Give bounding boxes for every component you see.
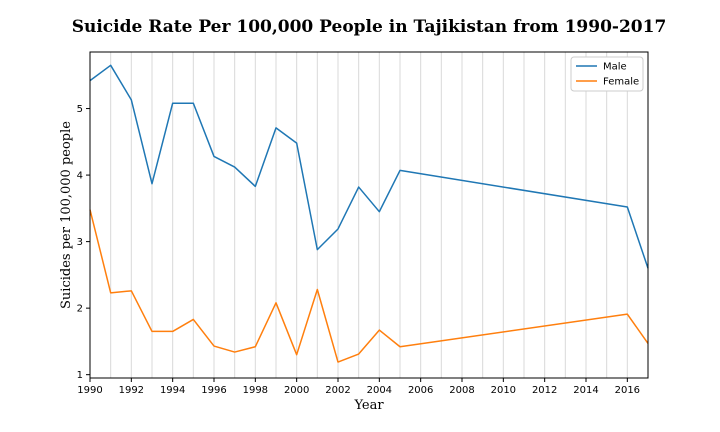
x-tick-label: 2004: [367, 385, 392, 396]
x-axis-ticks: 1990 1992 1994 1996 1998 2000 2002 2004 2006 2008…: [77, 378, 640, 396]
x-tick-label: 1998: [243, 385, 268, 396]
y-axis-label: Suicides per 100,000 people: [59, 121, 74, 309]
legend-label-female: Female: [603, 77, 639, 88]
y-tick-label: 4: [77, 171, 83, 182]
x-tick-label: 2016: [615, 385, 640, 396]
x-tick-label: 1994: [160, 385, 185, 396]
legend: Male Female: [570, 56, 644, 92]
x-axis-label: Year: [353, 398, 384, 413]
legend-label-male: Male: [603, 62, 627, 73]
chart-title: Suicide Rate Per 100,000 People in Tajik…: [72, 17, 667, 37]
x-tick-label: 1992: [119, 385, 144, 396]
x-tick-label: 2012: [532, 385, 557, 396]
y-tick-label: 1: [77, 370, 83, 381]
x-tick-label: 2008: [449, 385, 474, 396]
x-tick-label: 2010: [491, 385, 516, 396]
plot-frame: [89, 51, 649, 379]
grid: [110, 52, 628, 378]
x-tick-label: 2002: [325, 385, 350, 396]
y-axis-ticks: 1 2 3 4 5: [77, 104, 90, 381]
y-tick-label: 2: [77, 304, 83, 315]
y-tick-label: 5: [77, 104, 83, 115]
y-tick-label: 3: [77, 237, 83, 248]
x-tick-label: 2006: [408, 385, 433, 396]
x-tick-label: 2014: [573, 385, 598, 396]
x-tick-label: 2000: [284, 385, 309, 396]
series-layer: [89, 64, 649, 363]
series-line-female: [89, 209, 649, 363]
series-line-male: [89, 64, 649, 269]
x-tick-label: 1996: [201, 385, 226, 396]
x-tick-label: 1990: [77, 385, 102, 396]
